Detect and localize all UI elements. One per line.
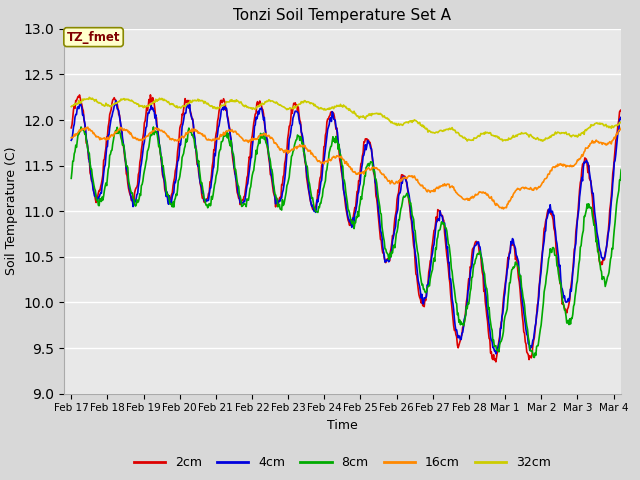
4cm <box>421 295 429 301</box>
16cm <box>67 135 75 141</box>
8cm <box>531 355 538 360</box>
2cm <box>243 182 250 188</box>
16cm <box>242 137 250 143</box>
32cm <box>539 138 547 144</box>
Line: 8cm: 8cm <box>71 127 640 358</box>
8cm <box>150 124 157 130</box>
16cm <box>270 140 278 146</box>
Text: TZ_fmet: TZ_fmet <box>67 31 120 44</box>
2cm <box>454 342 461 348</box>
8cm <box>421 289 429 295</box>
Line: 4cm: 4cm <box>71 101 640 354</box>
2cm <box>293 102 301 108</box>
8cm <box>135 196 143 202</box>
4cm <box>271 193 278 199</box>
2cm <box>135 169 143 175</box>
32cm <box>86 95 93 100</box>
32cm <box>293 103 301 108</box>
4cm <box>293 108 301 114</box>
Y-axis label: Soil Temperature (C): Soil Temperature (C) <box>5 147 18 276</box>
4cm <box>112 98 120 104</box>
8cm <box>454 312 461 318</box>
32cm <box>271 99 278 105</box>
2cm <box>67 125 75 131</box>
8cm <box>293 137 301 143</box>
32cm <box>136 103 144 108</box>
Line: 16cm: 16cm <box>71 116 640 209</box>
2cm <box>421 296 429 301</box>
8cm <box>67 176 75 181</box>
16cm <box>292 144 300 150</box>
16cm <box>420 185 428 191</box>
2cm <box>271 194 278 200</box>
Title: Tonzi Soil Temperature Set A: Tonzi Soil Temperature Set A <box>234 9 451 24</box>
Legend: 2cm, 4cm, 8cm, 16cm, 32cm: 2cm, 4cm, 8cm, 16cm, 32cm <box>129 451 556 474</box>
2cm <box>492 359 500 365</box>
4cm <box>67 137 75 143</box>
32cm <box>67 104 75 109</box>
32cm <box>421 125 429 131</box>
Line: 2cm: 2cm <box>71 95 640 362</box>
8cm <box>271 192 278 197</box>
4cm <box>136 173 144 179</box>
2cm <box>147 92 154 98</box>
32cm <box>243 103 250 108</box>
Line: 32cm: 32cm <box>71 97 640 141</box>
16cm <box>453 190 461 195</box>
16cm <box>500 206 508 212</box>
4cm <box>243 188 250 193</box>
4cm <box>492 351 500 357</box>
16cm <box>135 138 143 144</box>
X-axis label: Time: Time <box>327 419 358 432</box>
32cm <box>454 130 461 135</box>
4cm <box>454 332 461 337</box>
8cm <box>243 204 250 209</box>
